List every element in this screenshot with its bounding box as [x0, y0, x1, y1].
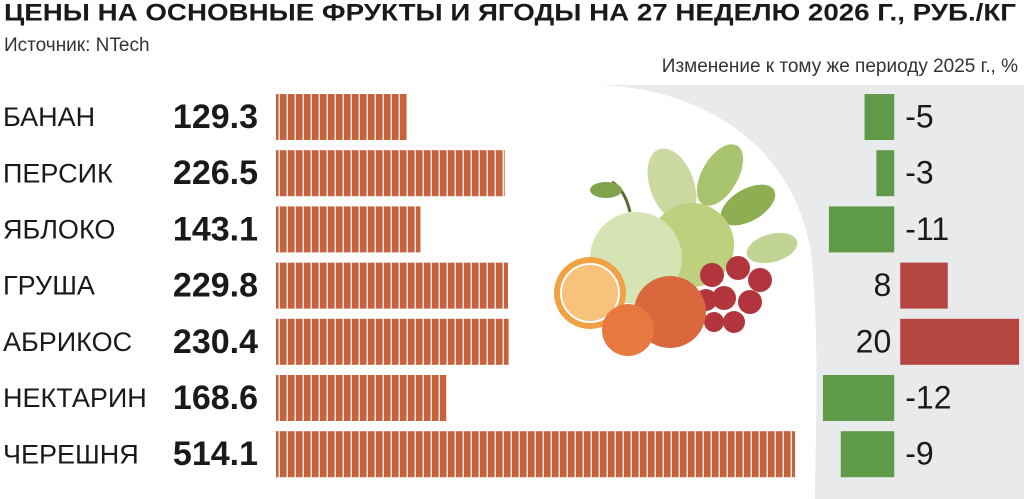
chart-subtitle: Источник: NTech	[4, 35, 150, 56]
change-bar	[900, 262, 948, 309]
change-label: -11	[905, 211, 949, 247]
change-bar	[864, 94, 895, 140]
change-bar	[822, 375, 895, 421]
value-label: 229.8	[173, 267, 258, 305]
bar-stripes	[276, 94, 407, 140]
category-label: ПЕРСИК	[3, 158, 113, 188]
category-label: НЕКТАРИН	[3, 383, 147, 413]
change-bar	[828, 206, 895, 253]
change-bar	[840, 431, 895, 478]
value-label: 514.1	[173, 435, 258, 473]
category-label: БАНАН	[3, 102, 95, 132]
change-bar	[876, 150, 895, 197]
chart-title: ЦЕНЫ НА ОСНОВНЫЕ ФРУКТЫ И ЯГОДЫ НА 27 НЕ…	[4, 0, 1016, 26]
change-label: 8	[873, 267, 891, 303]
bar-stripes	[276, 431, 796, 478]
bar-stripes	[276, 375, 447, 421]
value-label: 168.6	[173, 379, 258, 417]
category-label: ЯБЛОКО	[3, 215, 115, 245]
change-bar	[900, 318, 1020, 365]
fruit-illustration	[554, 144, 798, 356]
change-label: -9	[905, 436, 933, 472]
value-label: 143.1	[173, 210, 258, 248]
bar-stripes	[276, 318, 509, 365]
bar-stripes	[276, 206, 421, 253]
bar-stripes	[276, 150, 505, 197]
change-label: -12	[905, 379, 951, 415]
category-label: ЧЕРЕШНЯ	[3, 439, 139, 469]
value-label: 226.5	[173, 154, 258, 192]
value-label: 129.3	[173, 98, 258, 136]
value-label: 230.4	[173, 323, 258, 361]
bar-stripes	[276, 262, 509, 309]
change-label: 20	[856, 323, 892, 359]
change-label: -5	[905, 98, 933, 134]
category-label: АБРИКОС	[3, 327, 132, 357]
backdrop-swoosh	[600, 85, 1024, 499]
change-title: Изменение к тому же периоду 2025 г., %	[662, 56, 1018, 77]
category-label: ГРУША	[3, 271, 95, 301]
change-label: -3	[905, 155, 933, 191]
